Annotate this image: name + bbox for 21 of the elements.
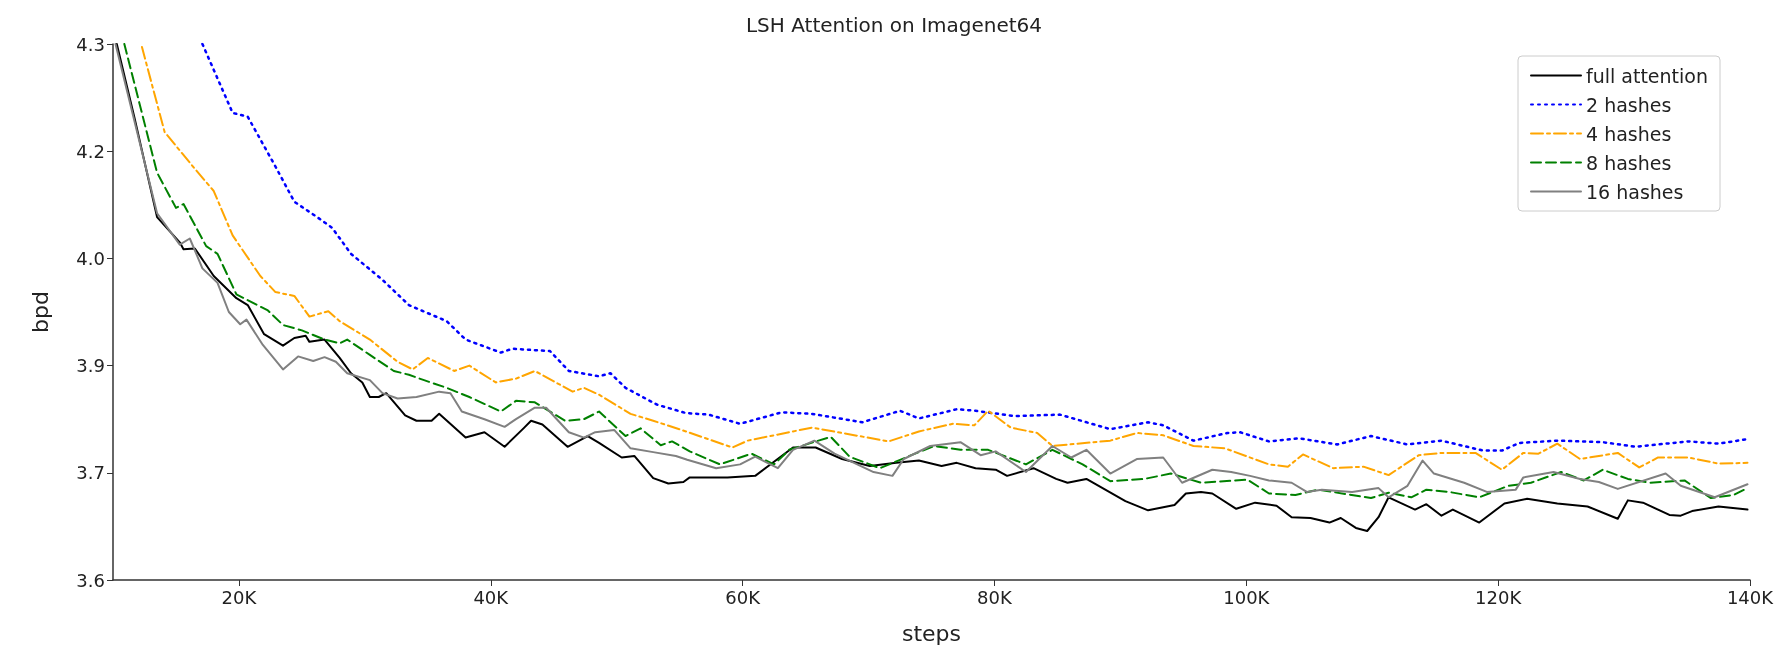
x-tick-label: 40K <box>473 586 510 608</box>
y-tick-label: 3.9 <box>76 355 105 377</box>
x-tick-label: 140K <box>1726 586 1775 608</box>
y-tick-label: 3.6 <box>76 569 105 591</box>
x-tick-label: 100K <box>1223 586 1271 608</box>
x-tick-label: 60K <box>725 586 762 608</box>
x-tick-label: 120K <box>1475 586 1523 608</box>
y-tick-label: 4.2 <box>76 140 105 162</box>
legend-label: 2 hashes <box>1586 93 1672 116</box>
chart-title: LSH Attention on Imagenet64 <box>745 13 1043 37</box>
x-axis-title: steps <box>901 620 962 646</box>
x-tick-label: 20K <box>221 586 258 608</box>
y-tick-label: 4.0 <box>76 247 105 269</box>
y-axis-title: bpd <box>27 291 53 333</box>
x-tick-label: 80K <box>977 586 1014 608</box>
y-tick-label: 4.3 <box>76 33 105 55</box>
legend-label: full attention <box>1586 64 1708 87</box>
legend-label: 8 hashes <box>1586 151 1672 174</box>
legend-label: 16 hashes <box>1586 180 1684 203</box>
y-tick-label: 3.7 <box>76 462 105 484</box>
legend-label: 4 hashes <box>1586 122 1672 145</box>
